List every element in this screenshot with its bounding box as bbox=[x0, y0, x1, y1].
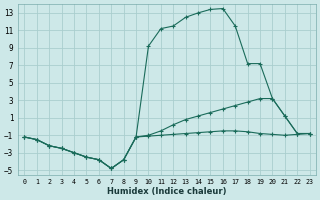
X-axis label: Humidex (Indice chaleur): Humidex (Indice chaleur) bbox=[107, 187, 227, 196]
